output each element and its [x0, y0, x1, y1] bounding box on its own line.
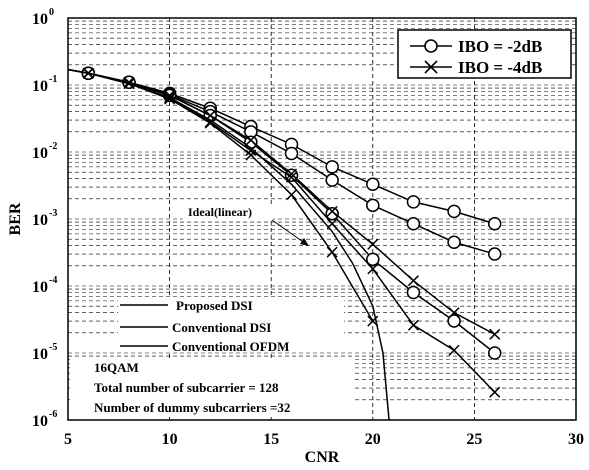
x-tick-label: 10	[162, 431, 178, 448]
y-tick-exponent: -6	[49, 409, 57, 420]
y-tick-label: 10	[32, 279, 48, 296]
y-tick-label: 10	[32, 413, 48, 430]
circle-marker	[487, 247, 502, 261]
y-tick-exponent: -2	[49, 141, 57, 152]
x-tick-label: 25	[466, 431, 482, 448]
note-modulation: 16QAM	[94, 360, 139, 375]
y-tick-exponent: -1	[49, 74, 57, 85]
line-legend-proposed: Proposed DSI	[176, 298, 253, 313]
line-legend-conv-dsi: Conventional DSI	[172, 320, 271, 335]
x-marker	[489, 328, 501, 340]
circle-marker	[325, 206, 339, 221]
y-tick-exponent: -3	[49, 208, 57, 219]
circle-marker	[487, 216, 502, 231]
marker-legend-box	[397, 29, 572, 79]
ideal-annotation: Ideal(linear)	[188, 205, 252, 219]
x-marker	[326, 205, 338, 217]
circle-marker	[447, 314, 461, 328]
x-axis-title: CNR	[305, 449, 340, 466]
circle-marker	[487, 346, 502, 360]
x-tick-label: 30	[568, 431, 584, 448]
y-axis-title: BER	[7, 202, 24, 235]
circle-marker	[406, 285, 421, 300]
series-line	[67, 68, 496, 335]
x-marker	[448, 307, 460, 319]
y-tick-label: 10	[32, 212, 48, 229]
annotation-arrow-line	[271, 219, 307, 245]
circle-marker	[447, 235, 461, 249]
notes-bg	[70, 358, 352, 416]
note-dummy-subcarriers: Number of dummy subcarriers =32	[94, 400, 290, 415]
x-marker	[245, 134, 257, 146]
x-marker	[164, 93, 176, 105]
annotation-bg	[183, 204, 273, 220]
y-tick-exponent: 0	[49, 7, 54, 18]
series-line	[67, 68, 495, 225]
plot-frame	[67, 17, 577, 421]
y-tick-label: 10	[32, 78, 48, 95]
x-marker	[285, 168, 298, 180]
circle-marker	[406, 216, 421, 231]
x-tick-label: 20	[365, 431, 381, 448]
x-marker	[448, 344, 460, 356]
legend-circle-marker	[424, 39, 438, 53]
legend-label-ibo-2: IBO = -2dB	[458, 37, 542, 56]
series-layer	[67, 66, 502, 421]
x-marker	[245, 145, 257, 157]
note-subcarriers: Total number of subcarrier = 128	[94, 380, 279, 395]
x-marker	[367, 238, 379, 250]
annotation-arrow-head	[300, 238, 309, 246]
legend-x-marker	[424, 60, 438, 74]
x-marker	[407, 319, 419, 331]
x-tick-label: 15	[263, 431, 279, 448]
y-tick-label: 10	[32, 145, 48, 162]
circle-marker	[284, 146, 299, 161]
x-marker	[489, 386, 501, 398]
y-tick-exponent: -5	[49, 342, 57, 353]
x-tick-label: 5	[64, 431, 72, 448]
circle-marker	[366, 177, 380, 192]
line-legend-bg	[118, 297, 344, 351]
legend-label-ibo-4: IBO = -4dB	[458, 58, 542, 77]
x-marker	[367, 263, 379, 275]
circle-marker	[325, 173, 339, 187]
y-tick-exponent: -4	[49, 275, 57, 286]
circle-marker	[406, 195, 421, 209]
line-legend: Proposed DSI Conventional DSI Convention…	[118, 297, 344, 354]
circle-marker	[366, 252, 380, 267]
x-marker	[204, 117, 216, 129]
marker-legend: IBO = -2dB IBO = -4dB	[397, 29, 572, 79]
line-legend-conv-ofdm: Conventional OFDM	[172, 339, 289, 354]
x-marker	[407, 275, 419, 287]
circle-marker	[325, 160, 339, 174]
circle-marker	[447, 204, 461, 219]
y-tick-label: 10	[32, 346, 48, 363]
circle-marker	[366, 198, 380, 213]
series-line	[67, 68, 374, 322]
x-marker	[326, 246, 338, 258]
series-line	[67, 68, 390, 421]
x-marker	[285, 189, 298, 201]
y-tick-label: 10	[32, 11, 48, 28]
